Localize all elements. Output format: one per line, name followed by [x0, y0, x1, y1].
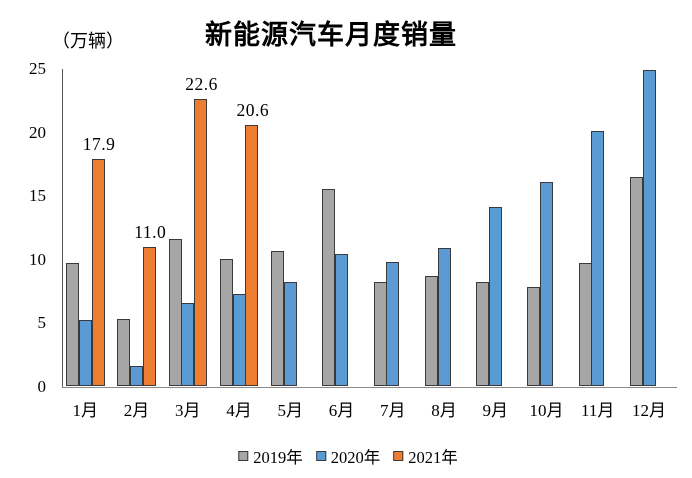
- bar: [232, 293, 246, 387]
- bar: [578, 263, 592, 387]
- bar-value-label: 22.6: [185, 74, 218, 95]
- chart-title: 新能源汽车月度销量: [205, 20, 457, 50]
- bar-value-label: 20.6: [236, 99, 270, 120]
- bar: [168, 239, 182, 387]
- x-axis-label: 3月: [174, 401, 201, 420]
- y-tick-label: 20: [29, 122, 46, 142]
- bar: [540, 181, 554, 387]
- bar: [527, 287, 541, 387]
- bar: [130, 366, 144, 387]
- legend-item: 2020年: [315, 444, 381, 468]
- bar: [181, 302, 195, 387]
- bar: [437, 247, 451, 387]
- x-axis-label: 7月: [379, 401, 406, 420]
- x-axis-label: 8月: [431, 401, 457, 420]
- legend-swatch: [238, 451, 249, 461]
- bar-value-label: 17.9: [82, 133, 116, 154]
- legend-item: 2021年: [393, 444, 458, 468]
- bar: [642, 70, 656, 387]
- bar: [488, 207, 502, 387]
- bar: [245, 124, 259, 387]
- bar: [591, 131, 605, 387]
- bar: [66, 263, 79, 387]
- bar: [91, 158, 105, 387]
- x-axis-label: 10月: [529, 401, 564, 420]
- bar: [194, 99, 208, 387]
- legend-label: 2021年: [408, 448, 458, 467]
- bar: [335, 254, 349, 387]
- bar: [283, 282, 297, 387]
- legend-swatch: [393, 451, 404, 461]
- x-axis-label: 5月: [277, 401, 303, 420]
- bar: [373, 282, 387, 387]
- x-axis-label: 1月: [72, 401, 98, 420]
- y-axis-line: [61, 68, 63, 388]
- bar: [78, 320, 92, 387]
- y-tick-label: 0: [37, 377, 47, 396]
- legend-label: 2020年: [330, 448, 381, 467]
- legend-swatch: [315, 451, 326, 461]
- y-axis-unit-label: （万辆）: [52, 31, 124, 51]
- legend-item: 2019年: [238, 444, 303, 468]
- x-axis-label: 12月: [631, 401, 666, 420]
- x-axis-label: 6月: [328, 401, 355, 420]
- x-axis-line: [61, 386, 677, 388]
- y-tick-label: 5: [37, 313, 47, 333]
- y-tick-label: 15: [29, 186, 46, 206]
- bar: [424, 275, 438, 387]
- bar: [142, 246, 156, 387]
- x-axis-label: 11月: [581, 401, 615, 420]
- bar: [476, 282, 489, 387]
- legend: 2019年 2020年 2021年: [238, 444, 458, 468]
- bar: [386, 261, 400, 387]
- y-tick-label: 10: [29, 249, 46, 269]
- legend-label: 2019年: [253, 448, 303, 467]
- bar: [629, 176, 643, 387]
- bar: [271, 250, 284, 387]
- bar-value-label: 11.0: [134, 221, 167, 242]
- bar: [117, 319, 131, 387]
- x-axis-label: 4月: [226, 401, 252, 420]
- bar: [322, 189, 336, 387]
- x-axis-label: 2月: [123, 401, 150, 420]
- y-tick-label: 25: [29, 59, 46, 79]
- x-axis-label: 9月: [482, 401, 508, 420]
- bar: [219, 259, 233, 387]
